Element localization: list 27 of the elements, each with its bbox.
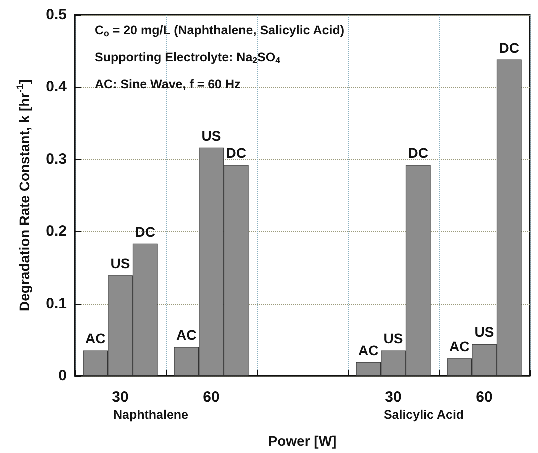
text: AC [358,342,379,358]
x-tick-label: 30 [112,389,129,406]
text: AC [176,327,197,344]
x-tick-label: 60 [476,389,493,406]
annotation: AC: Sine Wave, f = 60 Hz [95,78,241,92]
text: US [110,256,130,272]
series-label: US [384,330,404,347]
x-tick-label: 60 [203,389,220,406]
y-tick-label: 0.4 [46,78,68,96]
text: US [202,128,222,144]
text: DC [499,40,520,56]
x-tick-label: 30 [385,389,402,406]
text: Salicylic Acid [384,408,464,422]
y-tick-label: 0.1 [46,295,67,312]
series-label: AC [86,330,106,347]
x-axis-title: Power [W] [268,433,337,449]
y-tick-label: 0 [58,368,67,384]
y-tick-label: 0.5 [46,6,67,24]
text: DC [408,145,428,162]
text: Naphthalene [113,408,189,422]
text: US [474,324,494,340]
series-label: DC [226,145,246,162]
y-tick-label: 0.3 [46,150,67,168]
y-tick-label: 0.2 [46,223,67,240]
text: AC [450,338,470,355]
y-axis-title: Degradation Rate Constant, k [hr-1] [16,80,32,312]
text: DC [135,224,156,240]
